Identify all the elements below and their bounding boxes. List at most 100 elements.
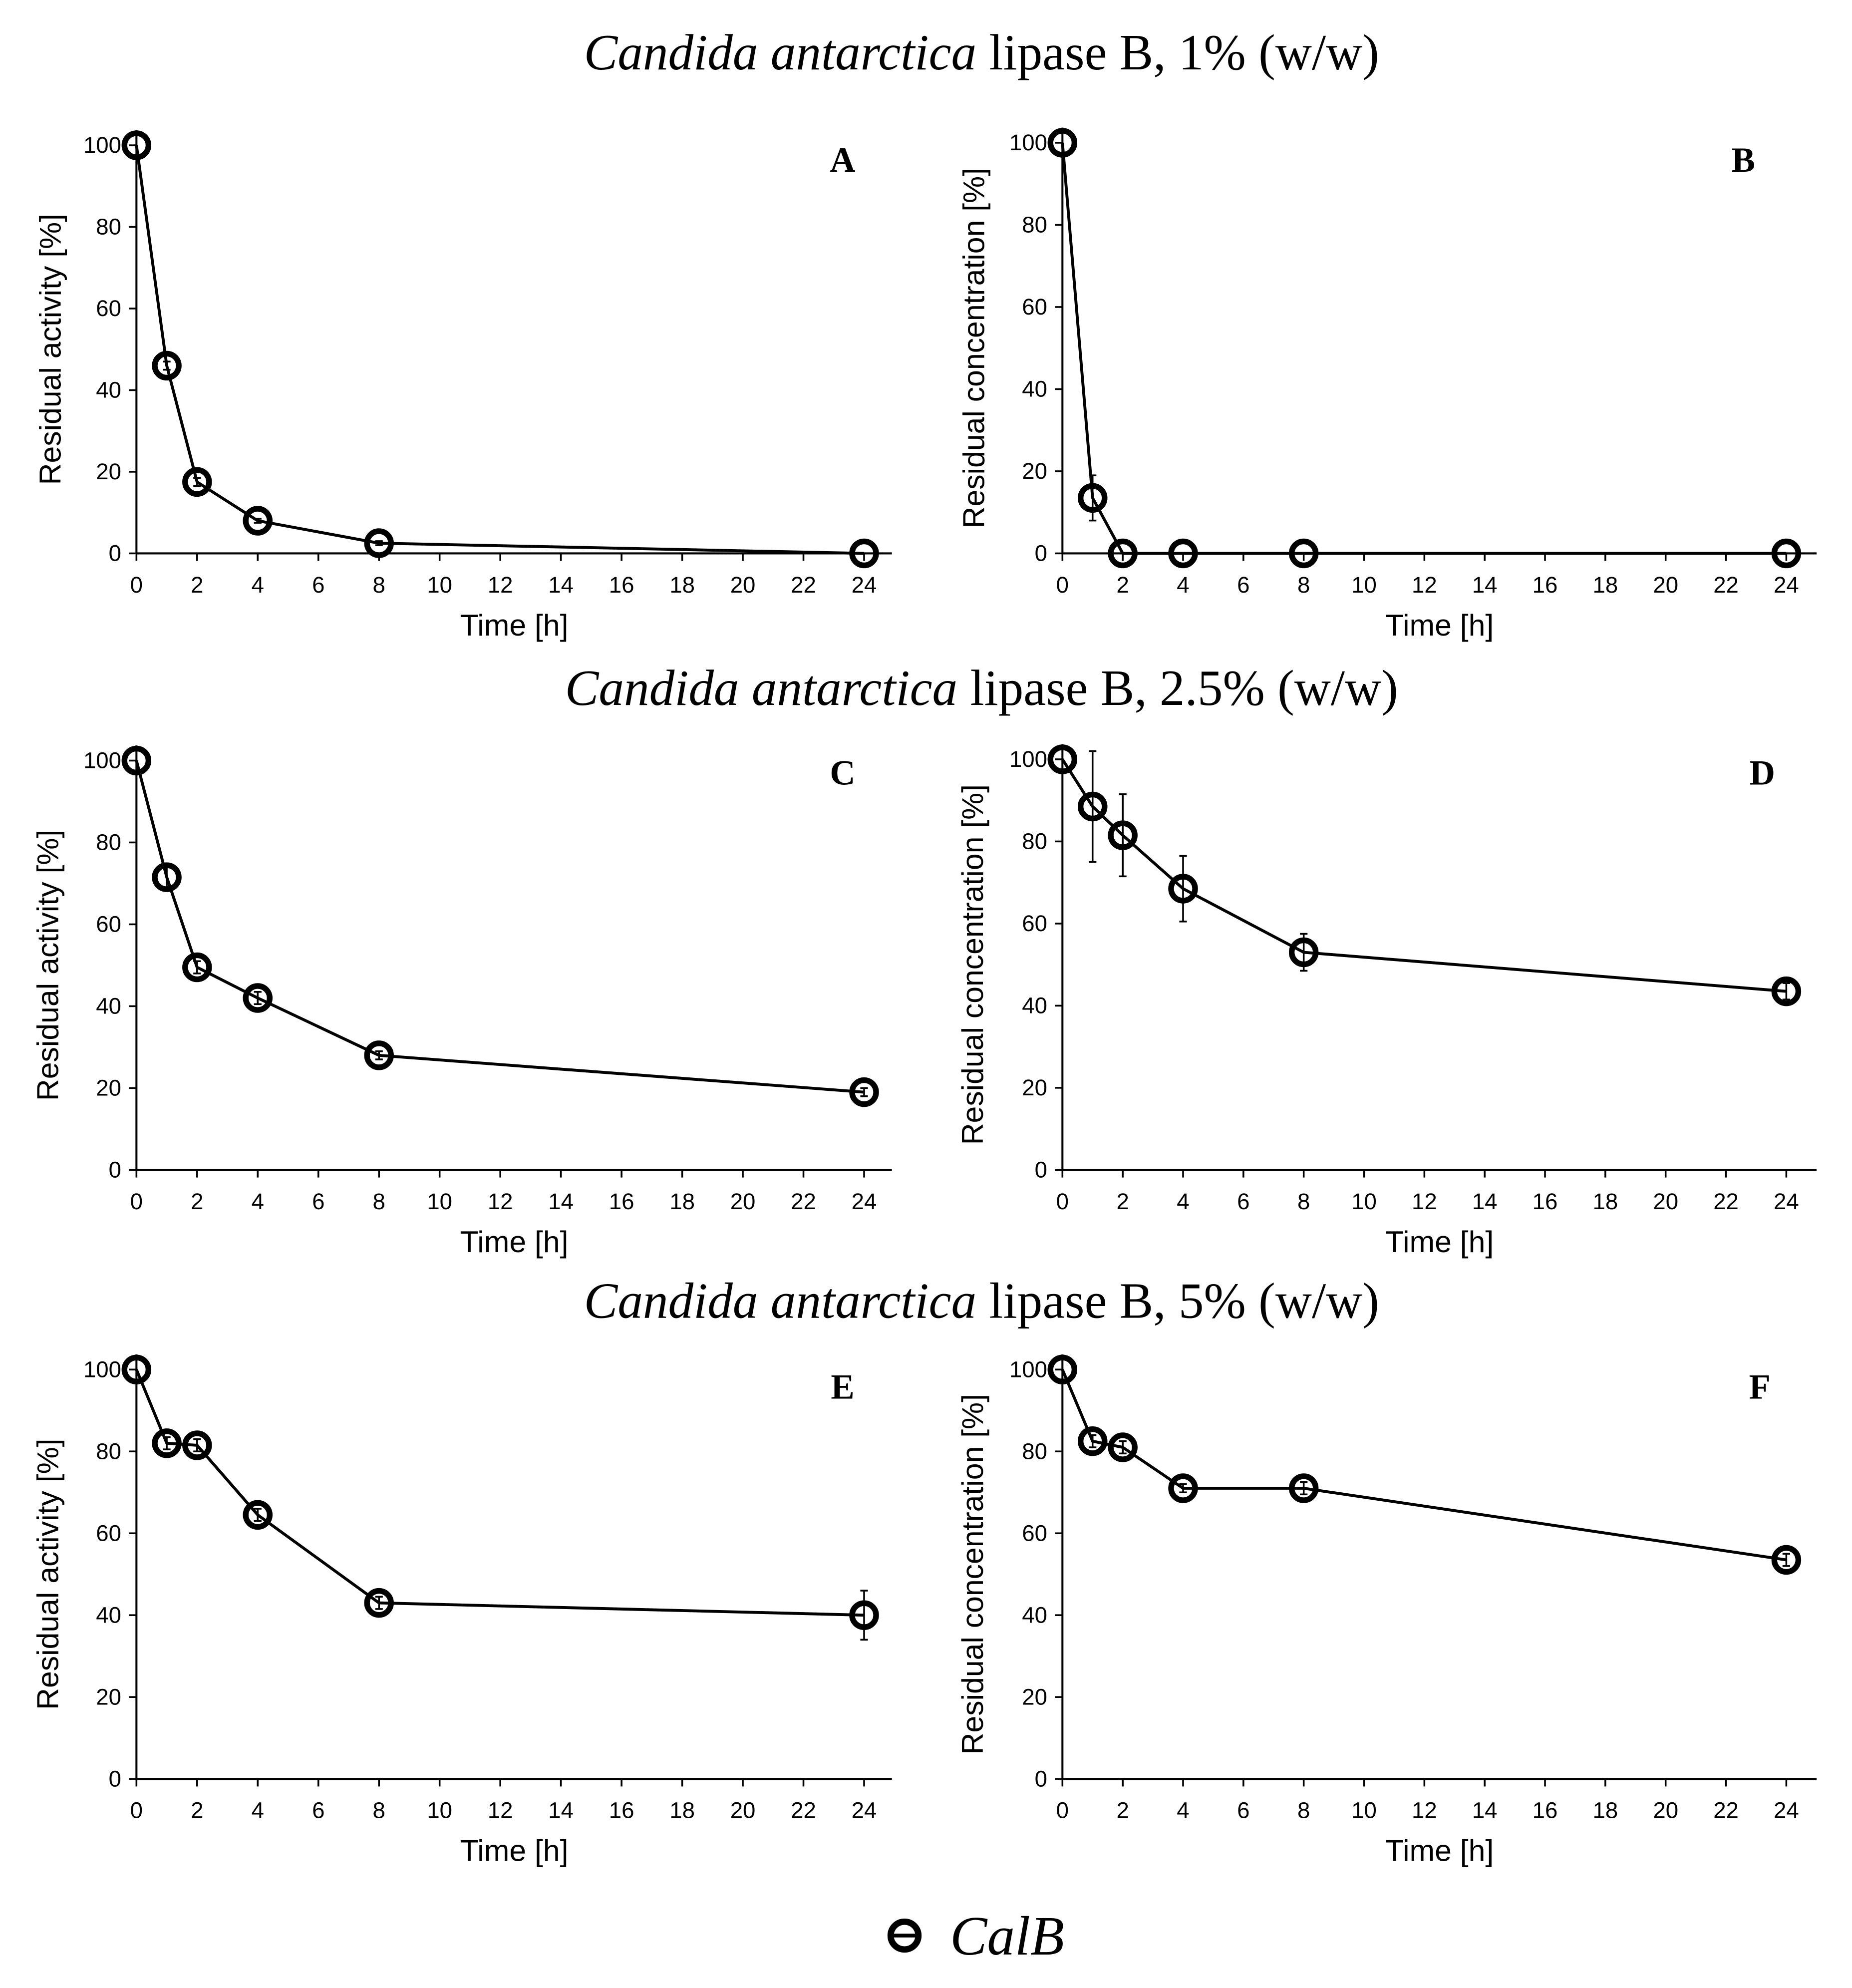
data-point — [1288, 937, 1319, 968]
y-tick-label: 0 — [1035, 1766, 1047, 1791]
section-title-3: Candida antarctica lipase B, 5% (w/w) — [584, 1273, 1379, 1328]
x-tick-label: 24 — [1774, 1189, 1799, 1214]
data-point — [1771, 976, 1802, 1006]
panel-label: A — [830, 141, 855, 180]
x-tick-label: 14 — [1472, 1189, 1498, 1214]
x-tick-label: 16 — [609, 572, 634, 598]
x-tick-label: 12 — [488, 1798, 513, 1823]
series-line-calb — [1061, 142, 1787, 555]
x-tick-label: 2 — [191, 1798, 203, 1823]
data-point — [1047, 1354, 1078, 1384]
x-tick-label: 22 — [1713, 1189, 1739, 1214]
panel-label: B — [1732, 141, 1755, 180]
x-tick-label: 20 — [1653, 1798, 1678, 1823]
error-bar — [860, 1590, 868, 1641]
x-tick-label: 20 — [730, 1798, 756, 1823]
data-point — [1108, 1432, 1138, 1462]
section-title-species: Candida antarctica — [584, 24, 976, 80]
y-tick-label: 40 — [1022, 993, 1047, 1018]
x-tick-label: 12 — [1412, 1189, 1437, 1214]
y-tick-label: 20 — [1022, 1684, 1047, 1709]
data-point — [152, 862, 182, 892]
y-tick-label: 60 — [96, 912, 121, 937]
y-axis-label: Residual concentration [%] — [955, 784, 989, 1145]
legend: CalB — [887, 1906, 1064, 1967]
y-axis-label: Residual activity [%] — [30, 1439, 64, 1710]
error-bar — [375, 1596, 383, 1610]
y-tick-label: 80 — [96, 214, 121, 240]
data-point — [1288, 1473, 1319, 1503]
x-tick-label: 18 — [1593, 1189, 1618, 1214]
x-tick-label: 24 — [852, 572, 877, 598]
x-tick-label: 12 — [1412, 572, 1437, 598]
x-tick-label: 4 — [1177, 572, 1189, 598]
data-point — [1077, 791, 1108, 822]
x-tick-label: 10 — [1351, 1798, 1377, 1823]
x-tick-label: 2 — [191, 572, 203, 598]
x-tick-label: 14 — [548, 1798, 574, 1823]
x-tick-label: 4 — [252, 572, 264, 598]
panel-label: E — [831, 1367, 854, 1406]
error-bar — [1300, 1481, 1308, 1496]
x-tick-label: 24 — [852, 1189, 877, 1214]
data-point — [152, 1428, 182, 1458]
data-point — [182, 467, 212, 497]
x-tick-label: 20 — [730, 1189, 756, 1214]
x-tick-label: 18 — [669, 572, 695, 598]
data-point — [1168, 1473, 1198, 1503]
y-tick-label: 100 — [1009, 746, 1047, 772]
y-tick-label: 40 — [96, 994, 121, 1019]
series-line-calb — [135, 145, 865, 555]
x-tick-label: 22 — [791, 1798, 816, 1823]
legend-label: CalB — [950, 1906, 1064, 1967]
x-tick-label: 10 — [427, 572, 452, 598]
x-tick-label: 24 — [852, 1798, 877, 1823]
y-tick-label: 60 — [96, 1520, 121, 1546]
data-point — [1047, 744, 1078, 774]
x-tick-label: 20 — [1653, 572, 1678, 598]
error-bar — [1179, 855, 1187, 923]
y-axis-label: Residual activity [%] — [33, 214, 67, 485]
x-tick-label: 12 — [1412, 1798, 1437, 1823]
x-tick-label: 18 — [669, 1189, 695, 1214]
x-tick-label: 16 — [609, 1798, 634, 1823]
x-tick-label: 6 — [312, 1189, 324, 1214]
data-point — [121, 130, 152, 160]
error-bar — [163, 360, 171, 371]
data-point — [1077, 1426, 1108, 1456]
error-bar — [1089, 1434, 1097, 1448]
x-tick-label: 0 — [130, 1189, 143, 1214]
x-tick-label: 10 — [1351, 1189, 1377, 1214]
y-tick-label: 80 — [96, 830, 121, 855]
data-point — [243, 1500, 273, 1530]
data-point — [364, 1040, 394, 1070]
panel-label: F — [1749, 1367, 1771, 1406]
section-title-species: Candida antarctica — [565, 660, 957, 716]
x-tick-label: 8 — [1297, 1798, 1310, 1823]
y-tick-label: 100 — [1009, 1356, 1047, 1382]
y-tick-label: 20 — [96, 1684, 121, 1709]
data-point — [1108, 820, 1138, 850]
y-tick-label: 20 — [96, 459, 121, 484]
y-tick-label: 0 — [1035, 541, 1047, 566]
y-tick-label: 100 — [1009, 130, 1047, 155]
error-bar — [1089, 750, 1097, 863]
data-point — [1168, 538, 1198, 569]
error-bar — [860, 1087, 868, 1097]
x-tick-label: 20 — [1653, 1189, 1678, 1214]
data-point — [121, 1354, 152, 1384]
x-tick-label: 2 — [191, 1189, 203, 1214]
x-tick-label: 18 — [669, 1798, 695, 1823]
x-tick-label: 4 — [1177, 1798, 1189, 1823]
y-tick-label: 40 — [1022, 376, 1047, 402]
y-tick-label: 80 — [1022, 212, 1047, 238]
x-tick-label: 8 — [373, 1798, 385, 1823]
y-tick-label: 20 — [96, 1075, 121, 1101]
x-axis-label: Time [h] — [460, 608, 568, 642]
error-bar — [254, 991, 262, 1005]
x-axis-label: Time [h] — [1385, 1834, 1494, 1868]
y-tick-label: 60 — [1022, 911, 1047, 936]
x-axis-label: Time [h] — [460, 1225, 568, 1259]
